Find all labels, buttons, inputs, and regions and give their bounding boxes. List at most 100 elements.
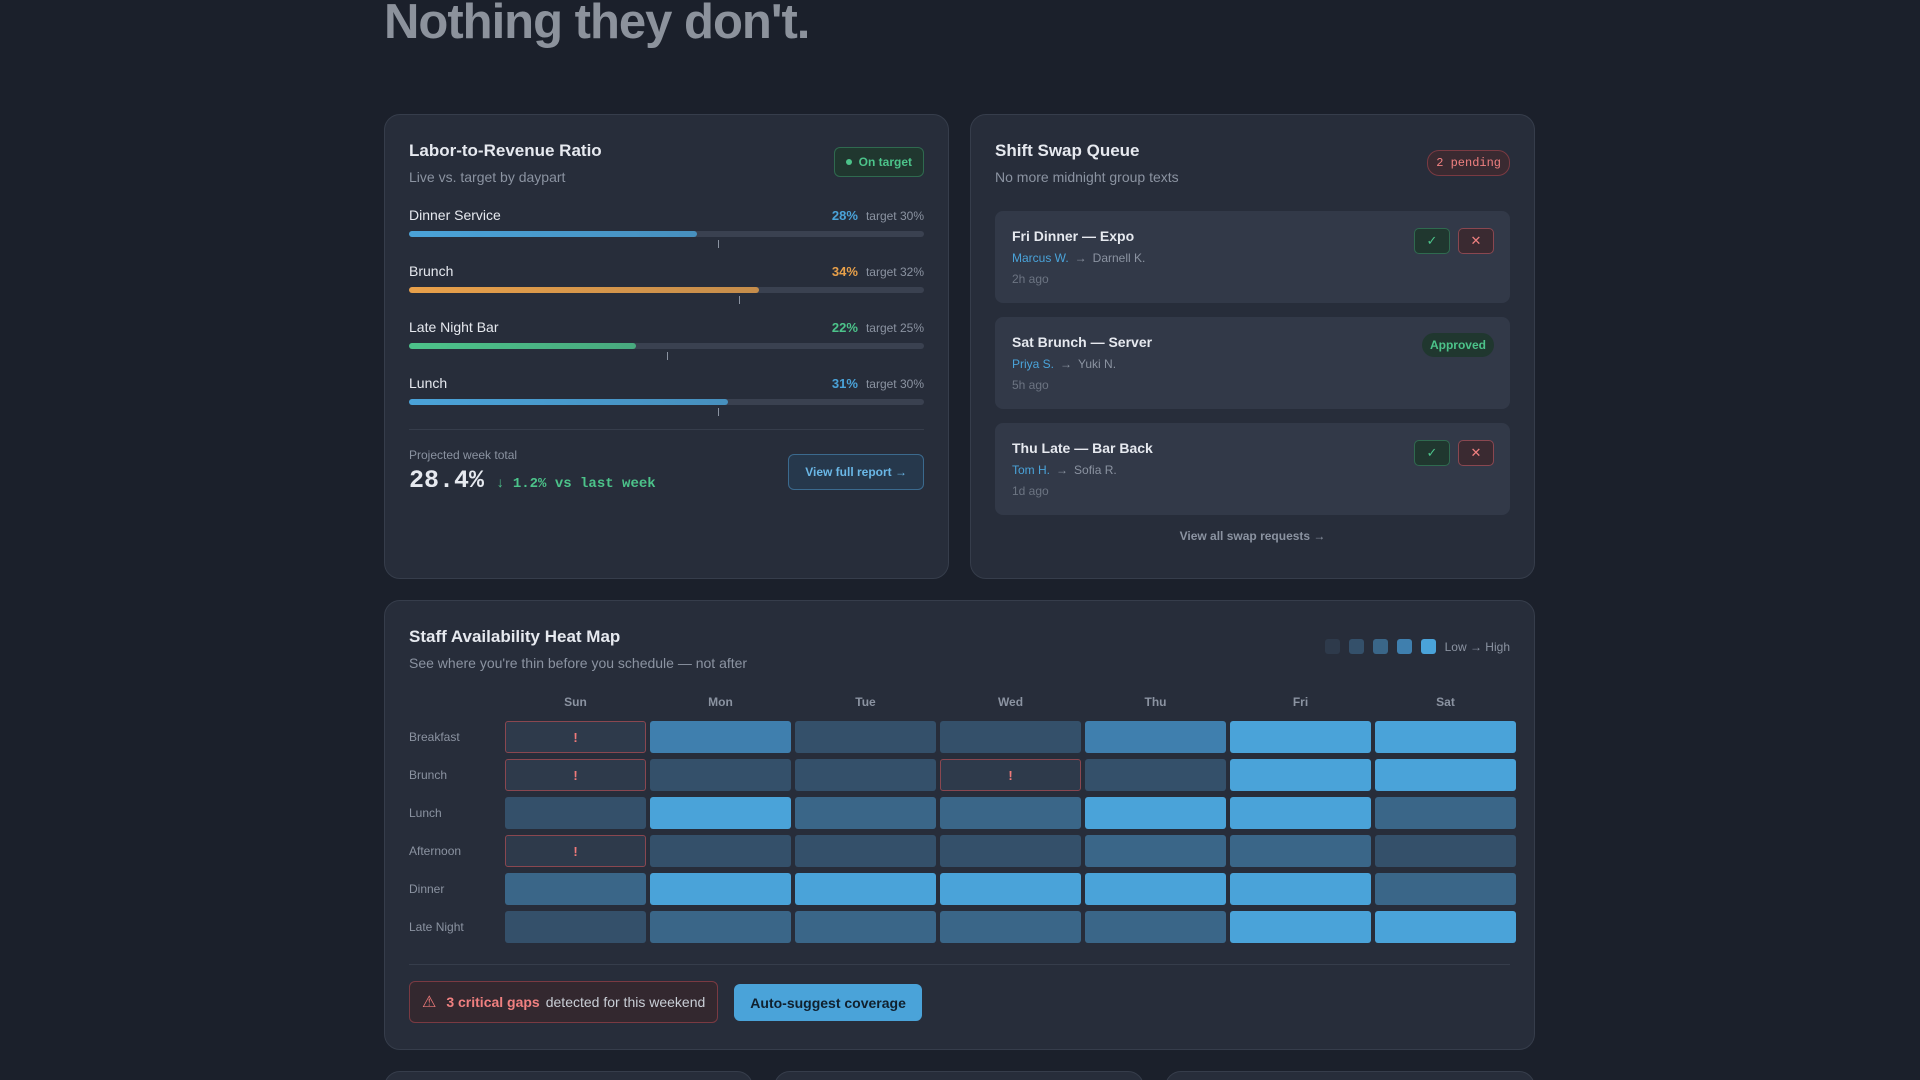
heat-cell [940, 721, 1081, 753]
heat-cell [1230, 721, 1371, 753]
heat-cell [1375, 873, 1516, 905]
approve-button[interactable]: ✓ [1414, 228, 1450, 254]
heat-cell [795, 873, 936, 905]
projection: Projected week total 28.4% ↓ 1.2% vs last … [409, 429, 924, 495]
day-header: Sun [564, 695, 587, 709]
ratio-target: target 25% [865, 321, 924, 335]
approve-button[interactable]: ✓ [1414, 440, 1450, 466]
to-staff: Sofia R. [1050, 463, 1117, 477]
ratio-header: Brunch 34% target 32% [409, 263, 924, 279]
ratio-header: Late Night Bar 22% target 25% [409, 319, 924, 335]
heat-cell [1085, 911, 1226, 943]
title-block: Shift Swap Queue No more midnight group t… [995, 139, 1179, 185]
ratio-track [409, 231, 924, 248]
heat-cell [1230, 911, 1371, 943]
heat-cell: ! [505, 835, 646, 867]
heat-cell: ! [940, 759, 1081, 791]
card-header: Staff Availability Heat Map See where you… [409, 625, 1510, 671]
reject-button[interactable]: ✕ [1458, 228, 1494, 254]
heat-cell [1085, 759, 1226, 791]
day-header: Wed [997, 695, 1024, 709]
request-actions: ✓ ✕ [1414, 228, 1494, 254]
grid-corner [409, 695, 501, 715]
ratio-value: 34% [831, 264, 858, 279]
heat-cell [940, 835, 1081, 867]
ratio-values: 22% target 25% [832, 319, 924, 335]
ratio-header: Dinner Service 28% target 30% [409, 207, 924, 223]
swap-people: Marcus W.Darnell K. [1012, 251, 1493, 265]
heat-cell [1230, 797, 1371, 829]
card-subtitle: Live vs. target by daypart [409, 169, 566, 185]
heat-cell [650, 797, 791, 829]
heat-cell [650, 721, 791, 753]
ratio-bar [409, 287, 760, 293]
heat-cell [505, 873, 646, 905]
heat-cell [795, 797, 936, 829]
heat-cell [650, 911, 791, 943]
card-header: Labor-to-Revenue Ratio Live vs. target by… [409, 139, 924, 185]
projection-change: ↓ 1.2% vs last week [496, 476, 656, 492]
shift-title: Fri Dinner — Expo [1012, 228, 1135, 244]
legend-label: Low → High [1444, 639, 1510, 654]
ratio-values: 31% target 30% [832, 375, 924, 391]
pending-badge: 2 pending [1427, 150, 1510, 176]
heat-cell [940, 911, 1081, 943]
day-header: Fri [1292, 695, 1309, 709]
target-marker [718, 408, 719, 416]
ratio-bar [409, 343, 636, 349]
heat-cell [650, 873, 791, 905]
card-title: Shift Swap Queue [995, 141, 1140, 160]
legend-swatch [1396, 639, 1412, 654]
row-label: Brunch [409, 768, 448, 782]
card-subtitle: See where you're thin before you schedul… [409, 655, 748, 671]
ratio-value: 28% [831, 208, 858, 223]
heat-cell: ! [505, 759, 646, 791]
swap-card: Shift Swap Queue No more midnight group t… [970, 114, 1535, 579]
alert-count: 3 critical gaps [446, 994, 540, 1010]
heat-cell [795, 911, 936, 943]
heat-cell [1375, 797, 1516, 829]
heat-cell [1375, 911, 1516, 943]
heat-cell [1085, 797, 1226, 829]
day-header: Thu [1144, 695, 1167, 709]
target-marker [666, 352, 668, 360]
projection-row: 28.4% ↓ 1.2% vs last week [409, 466, 656, 495]
ratio-bar [409, 399, 729, 405]
swap-people: Tom H.Sofia R. [1012, 463, 1493, 477]
gap-flag: ! [1008, 767, 1013, 783]
heatmap-footer: 3 critical gaps detected for this weekend… [409, 964, 1510, 1023]
card [774, 1071, 1144, 1080]
day-header: Mon [708, 695, 733, 709]
status-pill: Approved [1421, 333, 1494, 357]
ratio-bar [409, 231, 698, 237]
row-label: Breakfast [409, 730, 460, 744]
view-all-link[interactable]: View all swap requests → [1179, 529, 1326, 543]
ratio-row: Late Night Bar 22% target 25% [409, 319, 924, 375]
legend-swatch [1348, 639, 1364, 654]
card-title: Labor-to-Revenue Ratio [409, 141, 602, 160]
from-staff: Marcus W. [1012, 251, 1069, 265]
heat-cell: ! [505, 721, 646, 753]
row-label: Late Night [409, 920, 464, 934]
day-header: Sat [1436, 695, 1455, 709]
auto-suggest-button[interactable]: Auto-suggest coverage [734, 984, 922, 1021]
row-label: Lunch [409, 806, 442, 820]
reject-button[interactable]: ✕ [1458, 440, 1494, 466]
daypart-name: Dinner Service [409, 207, 501, 223]
from-staff: Tom H. [1012, 463, 1051, 477]
ratio-row: Lunch 31% target 30% [409, 375, 924, 431]
heat-cell [1375, 721, 1516, 753]
status-badge: On target [833, 147, 924, 177]
ratio-row: Brunch 34% target 32% [409, 263, 924, 319]
from-staff: Priya S. [1012, 357, 1055, 371]
ratio-track [409, 399, 924, 416]
heat-cell [940, 797, 1081, 829]
heat-cell [1085, 873, 1226, 905]
ratio-value: 31% [831, 376, 858, 391]
gap-flag: ! [573, 729, 578, 745]
ratio-values: 28% target 30% [832, 207, 924, 223]
report-button[interactable]: View full report → [788, 453, 924, 490]
ratio-track [409, 287, 924, 304]
heat-cell [1375, 759, 1516, 791]
